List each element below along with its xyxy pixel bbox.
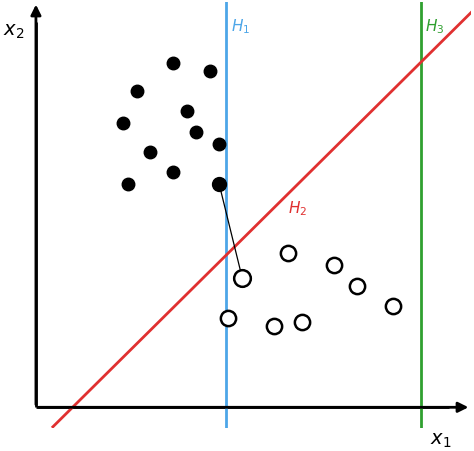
Text: $H_2$: $H_2$	[288, 199, 307, 218]
Text: $x_2$: $x_2$	[3, 22, 25, 41]
Text: $x_1$: $x_1$	[430, 430, 451, 449]
Text: $H_1$: $H_1$	[231, 17, 250, 36]
Text: $H_3$: $H_3$	[425, 17, 445, 36]
